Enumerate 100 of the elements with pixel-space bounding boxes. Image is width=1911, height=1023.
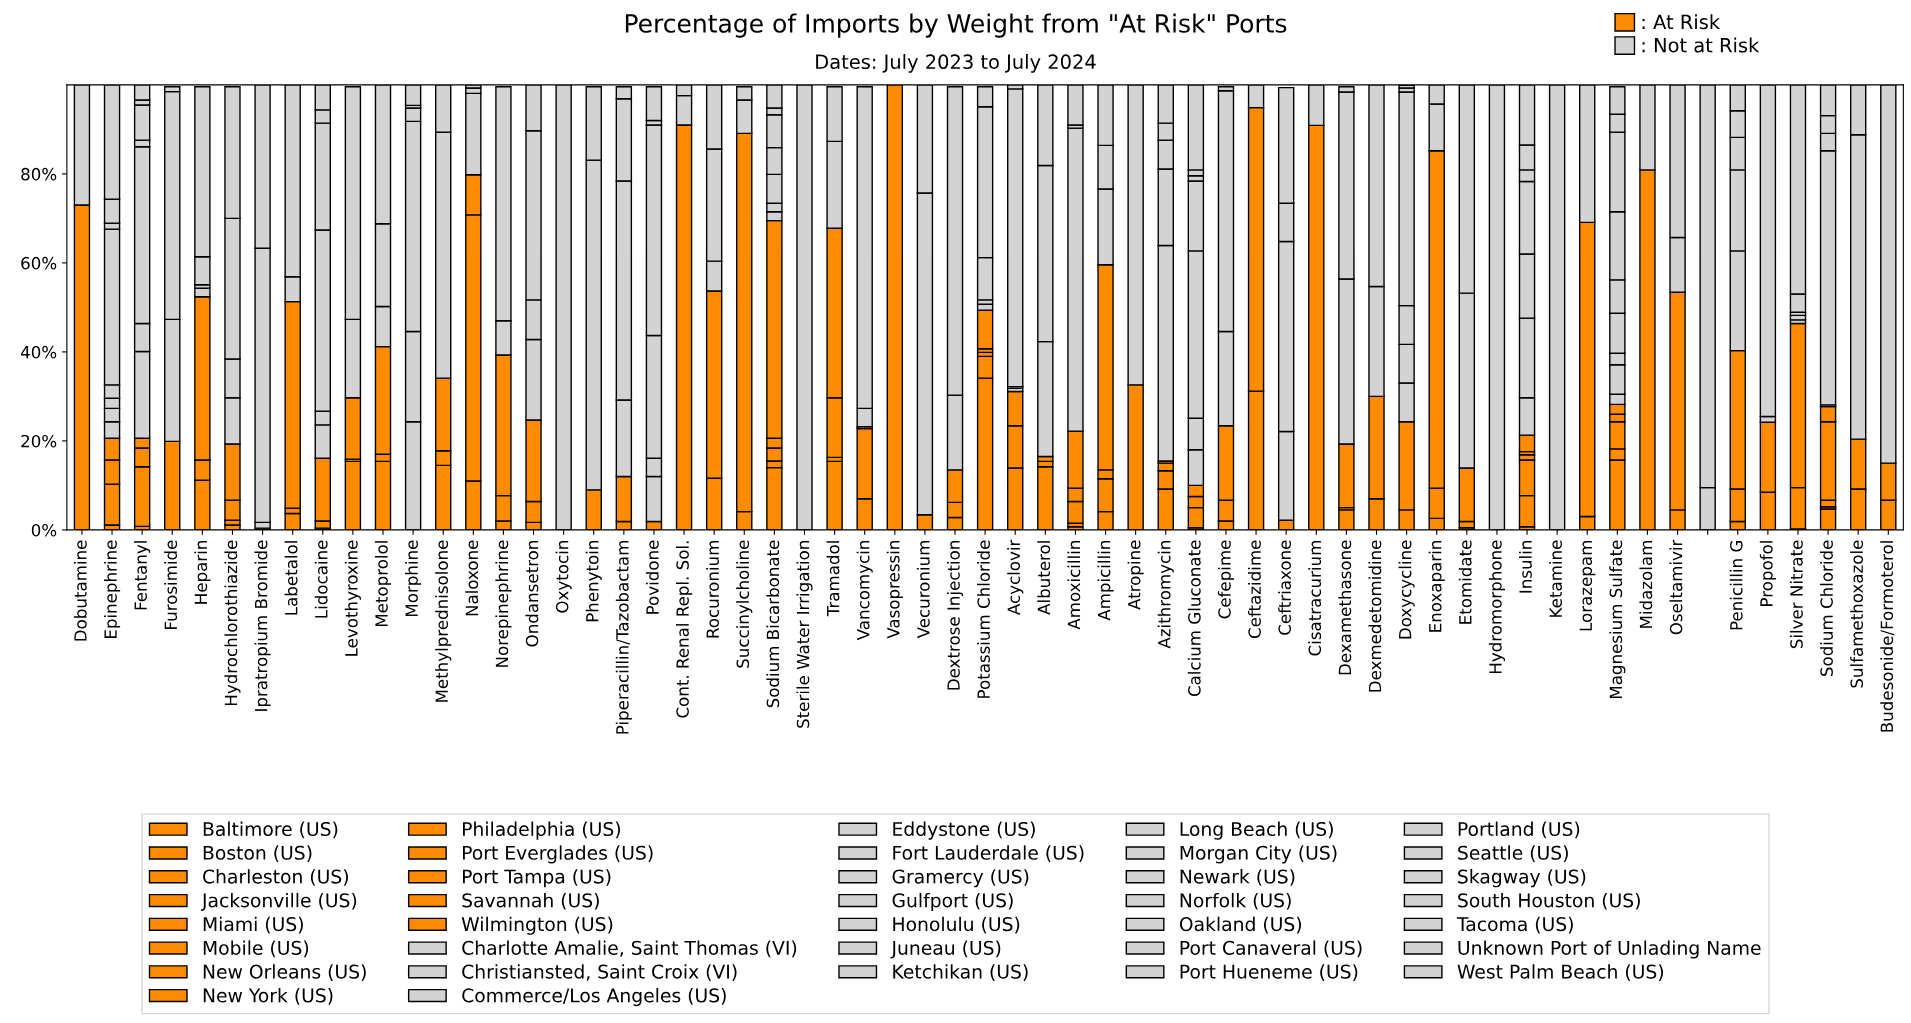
legend-label: New Orleans (US) [203, 964, 366, 981]
text: : Not at Risk [1642, 37, 1760, 53]
x-tick-label: Epinephrine [103, 540, 121, 638]
legend-label: Oakland (US) [1179, 916, 1302, 934]
x-tick-label: Metoprolol [374, 541, 392, 627]
x-tick-label: Ceftazidime [1248, 540, 1261, 638]
legend-label: Wilmington (US) [461, 916, 613, 935]
legend-label: Skagway (US) [1458, 869, 1586, 888]
x-tick-label: Methylprednisolone [435, 540, 452, 702]
x-tick-label: Sulfamethoxazole [1850, 540, 1864, 688]
x-tick-label: Ampicillin [1097, 541, 1114, 621]
x-tick-label: Albuterol [1037, 541, 1051, 615]
x-tick-label: Azithromycin [1157, 541, 1174, 649]
legend-label: Baltimore (US) [203, 821, 338, 839]
legend-label: West Palm Beach (US) [1457, 964, 1664, 981]
legend-label: Seattle (US) [1458, 845, 1568, 863]
text: : At Risk [1642, 14, 1721, 30]
x-tick-label: Amoxicillin [1067, 541, 1081, 630]
x-tick-label: Insulin [1518, 541, 1532, 593]
x-tick-label: Sodium Chloride [1820, 540, 1833, 676]
y-tick-label: 60% [21, 256, 57, 270]
legend-label: Miami (US) [203, 916, 303, 934]
legend-label: Charlotte Amalie, Saint Thomas (VI) [462, 940, 797, 958]
chart-title: Percentage of Imports by Weight from "At Risk" Ports [625, 13, 1287, 38]
x-tick-label: Vecuronium [916, 541, 930, 639]
legend-label: Philadelphia (US) [462, 821, 620, 840]
x-tick-label: Lidocaine [314, 540, 328, 618]
legend-label: Long Beach (US) [1180, 821, 1333, 840]
x-tick-label: Phenytoin [585, 541, 602, 622]
legend-label: Christiansted, Saint Croix (VI) [462, 964, 737, 981]
legend-label: Juneau (US) [890, 940, 1001, 959]
x-tick-label: Piperacillin/Tazobactam [615, 541, 632, 734]
x-tick-label: Povidone [645, 540, 659, 614]
x-tick-label: Vasopressin [886, 541, 903, 639]
x-tick-label: Ondansetron [525, 541, 539, 647]
x-tick-label: Lorazepam [1579, 541, 1596, 631]
legend-label: Ketchikan (US) [893, 964, 1028, 981]
legend-label: New York (US) [203, 987, 333, 1005]
legend-label: Fort Lauderdale (US) [893, 845, 1084, 863]
x-tick-label: Furosimide [164, 540, 178, 629]
x-tick-label: Cefepime [1217, 540, 1235, 619]
x-tick-label: Acyclovir [1007, 539, 1024, 615]
x-tick-label: Doxycycline [1398, 540, 1415, 639]
x-tick-label: Oseltamivir [1669, 539, 1683, 635]
legend-label: Honolulu (US) [893, 916, 1020, 934]
x-tick-label: Rocuronium [706, 541, 719, 638]
x-tick-label: Levothyroxine [344, 540, 361, 656]
x-tick-label: Sterile Water Irrigation [796, 541, 813, 728]
legend-label: Eddystone (US) [893, 821, 1035, 840]
x-tick-label: Hydromorphone [1488, 540, 1505, 674]
x-tick-label: Vancomycin [856, 541, 873, 641]
x-tick-label: Calcium Gluconate [1187, 540, 1201, 697]
legend-label: Boston (US) [203, 845, 312, 863]
x-tick-label: Midazolam [1639, 541, 1653, 628]
chart-subtitle: Dates: July 2023 to July 2024 [816, 54, 1096, 73]
x-tick-label: Silver Nitrate [1789, 540, 1803, 649]
legend-label: Gulfport (US) [892, 892, 1013, 912]
x-tick-label: Tramadol [826, 541, 840, 617]
x-tick-label: Atropine [1127, 540, 1144, 610]
x-tick-label: Ceftriaxone [1278, 540, 1292, 635]
legend-label: Norfolk (US) [1180, 892, 1291, 910]
x-tick-label: Etomidate [1458, 540, 1472, 624]
x-tick-label: Propofol [1759, 541, 1776, 606]
x-tick-label: Norepinephrine [495, 540, 512, 667]
x-tick-label: Naloxone [465, 540, 479, 616]
legend-label: Port Canaveral (US) [1180, 940, 1362, 958]
legend-label: Savannah (US) [462, 892, 599, 910]
x-tick-label: Magnesium Sulfate [1609, 540, 1626, 699]
legend-label: Jacksonville (US) [201, 892, 357, 911]
legend-label: Port Everglades (US) [462, 845, 653, 864]
x-tick-label: Succinylcholine [736, 540, 753, 668]
x-tick-label: Dexmedetomidine [1368, 540, 1382, 692]
legend-label: Unknown Port of Unlading Name [1458, 940, 1761, 959]
legend-label: Port Hueneme (US) [1180, 964, 1358, 981]
x-tick-label: Labetalol [284, 541, 298, 615]
x-tick-label: Dexamethasone [1338, 540, 1352, 675]
x-tick-label: Budesonide/Formoterol [1880, 541, 1895, 732]
x-tick-label: Morphine [405, 540, 422, 617]
x-tick-label: Cisatracurium [1308, 541, 1322, 656]
x-tick-label: Oxytocin [555, 541, 572, 613]
x-tick-label: Ketamine [1549, 540, 1562, 617]
x-tick-label: Fentanyl [134, 541, 151, 610]
legend-label: Portland (US) [1458, 821, 1580, 839]
legend-label: Charleston (US) [203, 869, 348, 886]
legend-label: Tacoma (US) [1456, 916, 1573, 934]
x-tick-label: Penicillin G [1729, 541, 1743, 630]
x-tick-label: Potassium Chloride [977, 540, 990, 698]
x-tick-label: Enoxaparin [1428, 541, 1445, 632]
x-tick-label: Hydrochlorothiazide [224, 540, 241, 706]
x-tick-label: Ipratropium Bromide [254, 540, 271, 711]
legend-label: Commerce/Los Angeles (US) [462, 987, 726, 1007]
y-tick-label: 40% [20, 345, 57, 359]
legend-label: Gramercy (US) [892, 869, 1029, 888]
x-tick-label: Heparin [194, 541, 211, 604]
x-tick-label: Dobutamine [73, 540, 87, 641]
legend-label: Morgan City (US) [1180, 845, 1337, 864]
x-tick-label: Dextrose Injection [946, 541, 964, 690]
y-tick-label: 80% [21, 167, 57, 181]
x-tick-label: Cont. Renal Repl. Sol. [675, 541, 693, 718]
legend-label: Newark (US) [1180, 869, 1295, 886]
